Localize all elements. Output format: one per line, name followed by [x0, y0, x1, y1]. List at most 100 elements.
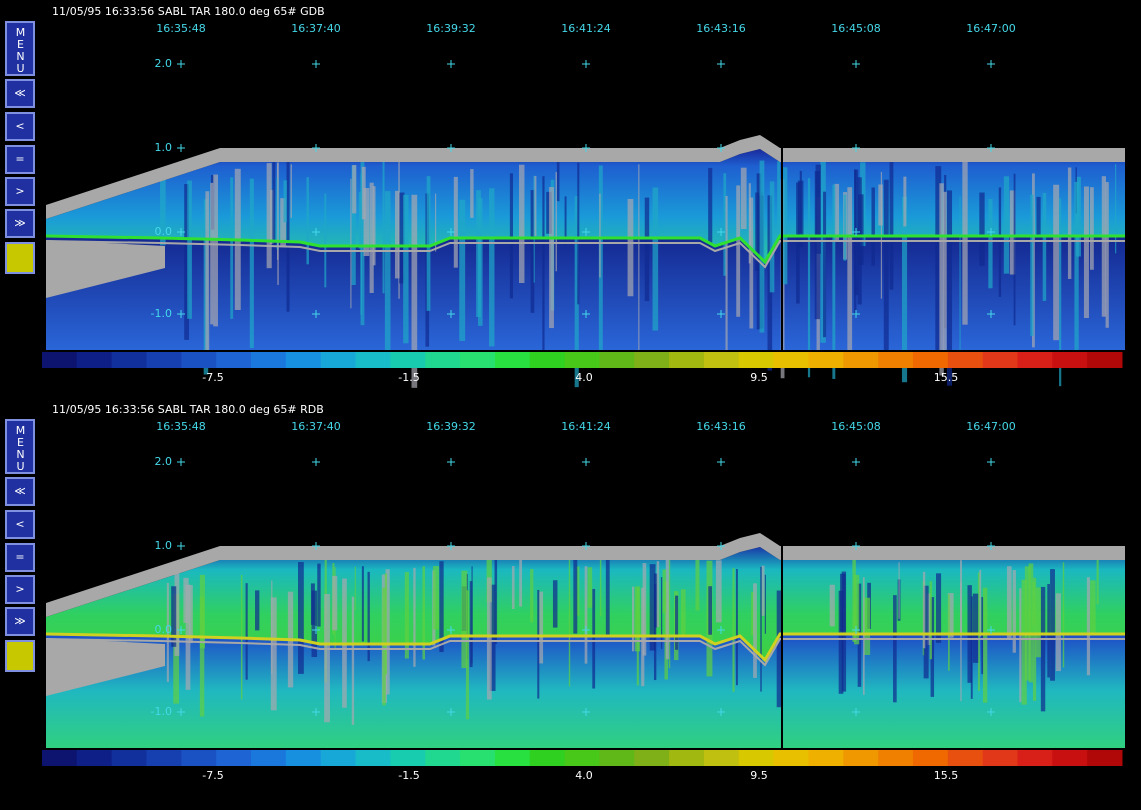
streak — [981, 597, 984, 675]
streak — [360, 162, 365, 326]
streak — [781, 167, 788, 285]
time-label: 16:41:24 — [561, 22, 610, 35]
streak — [776, 590, 782, 708]
streak — [385, 569, 390, 695]
streak — [435, 193, 437, 252]
time-label: 16:43:16 — [696, 420, 745, 433]
interface-shadow — [45, 638, 1125, 667]
nav-button[interactable] — [5, 112, 35, 141]
streak — [555, 172, 557, 272]
panel: 11/05/95 16:33:56 SABL TAR 180.0 deg 65#… — [5, 403, 1125, 782]
colorbar-swatch — [634, 750, 670, 766]
time-label: 16:45:08 — [831, 420, 880, 433]
colorbar-swatch — [1087, 750, 1123, 766]
streak — [411, 194, 418, 388]
height-label: 2.0 — [155, 455, 173, 468]
streak — [351, 165, 356, 286]
colorbar-swatch — [738, 352, 775, 368]
streak — [708, 167, 713, 247]
nav-button-label: MENU — [14, 26, 27, 74]
streak — [1019, 588, 1022, 703]
height-label: 0.0 — [155, 623, 173, 636]
streak — [511, 566, 515, 609]
time-label: 16:35:48 — [156, 420, 205, 433]
time-label: 16:39:32 — [426, 420, 475, 433]
streak — [1090, 580, 1096, 635]
streak — [1050, 569, 1055, 681]
streak — [465, 590, 470, 720]
streak — [769, 181, 775, 293]
streak — [708, 586, 713, 635]
streak — [461, 570, 468, 669]
nav-button[interactable] — [5, 79, 35, 108]
color-button[interactable] — [5, 640, 35, 672]
nav-button[interactable] — [5, 543, 35, 572]
nav-button-label: < — [15, 518, 24, 531]
streak — [1074, 181, 1079, 360]
colorbar-swatch — [738, 750, 775, 766]
colorbar-swatch — [1052, 352, 1088, 368]
streak — [574, 195, 579, 388]
nav-button[interactable] — [5, 145, 35, 174]
colorbar-swatch — [285, 750, 322, 766]
nav-button[interactable] — [5, 209, 35, 238]
streak — [681, 589, 686, 635]
streak — [977, 572, 980, 691]
colorbar-swatch — [146, 750, 182, 766]
colorbar-swatch — [42, 352, 78, 368]
colorbar-swatch — [599, 352, 635, 368]
streak — [384, 191, 391, 354]
streak — [199, 574, 205, 649]
streak — [519, 559, 523, 607]
streak — [823, 191, 827, 338]
streak — [592, 588, 596, 689]
nav-button[interactable] — [5, 21, 35, 76]
nav-button[interactable] — [5, 607, 35, 636]
colorbar-swatch — [843, 352, 879, 368]
time-label: 16:47:00 — [966, 420, 1015, 433]
streak — [1036, 196, 1041, 241]
streak — [665, 559, 669, 660]
colorbar-swatch — [460, 352, 496, 368]
streak — [1062, 562, 1065, 668]
nav-button-label: ≪ — [14, 485, 26, 498]
colorbar-swatch — [425, 750, 461, 766]
colorbar-swatch — [425, 352, 461, 368]
colorbar-swatch — [529, 352, 566, 368]
streak — [489, 584, 496, 691]
panel-header: 11/05/95 16:33:56 SABL TAR 180.0 deg 65#… — [52, 403, 324, 416]
color-button[interactable] — [5, 242, 35, 274]
nav-button-label: ≫ — [14, 217, 26, 230]
streak — [352, 165, 357, 214]
streak — [403, 194, 409, 344]
streak — [761, 565, 765, 616]
streak — [960, 560, 963, 636]
colorbar-swatch — [460, 750, 496, 766]
streak — [160, 171, 166, 246]
colorbar-swatch — [181, 352, 217, 368]
time-label: 16:41:24 — [561, 420, 610, 433]
streak — [883, 179, 889, 359]
streak — [1024, 566, 1031, 681]
streak — [962, 161, 968, 325]
streak — [332, 575, 338, 631]
streak — [489, 188, 495, 347]
streak — [898, 562, 900, 619]
lower-echo — [46, 634, 1125, 748]
colorbar-swatch — [355, 352, 391, 368]
nav-button[interactable] — [5, 477, 35, 506]
nav-button[interactable] — [5, 575, 35, 604]
streak — [1035, 587, 1041, 658]
streak — [732, 568, 735, 692]
streak — [271, 580, 273, 675]
colorbar-swatch — [1017, 352, 1053, 368]
streak — [649, 564, 656, 651]
colorbar-swatch — [111, 750, 148, 766]
nav-button[interactable] — [5, 419, 35, 474]
nav-button[interactable] — [5, 177, 35, 206]
nav-button[interactable] — [5, 510, 35, 539]
streak — [634, 586, 641, 652]
streak — [947, 593, 954, 638]
colorbar-label: -1.5 — [398, 371, 419, 384]
streak — [494, 559, 498, 644]
